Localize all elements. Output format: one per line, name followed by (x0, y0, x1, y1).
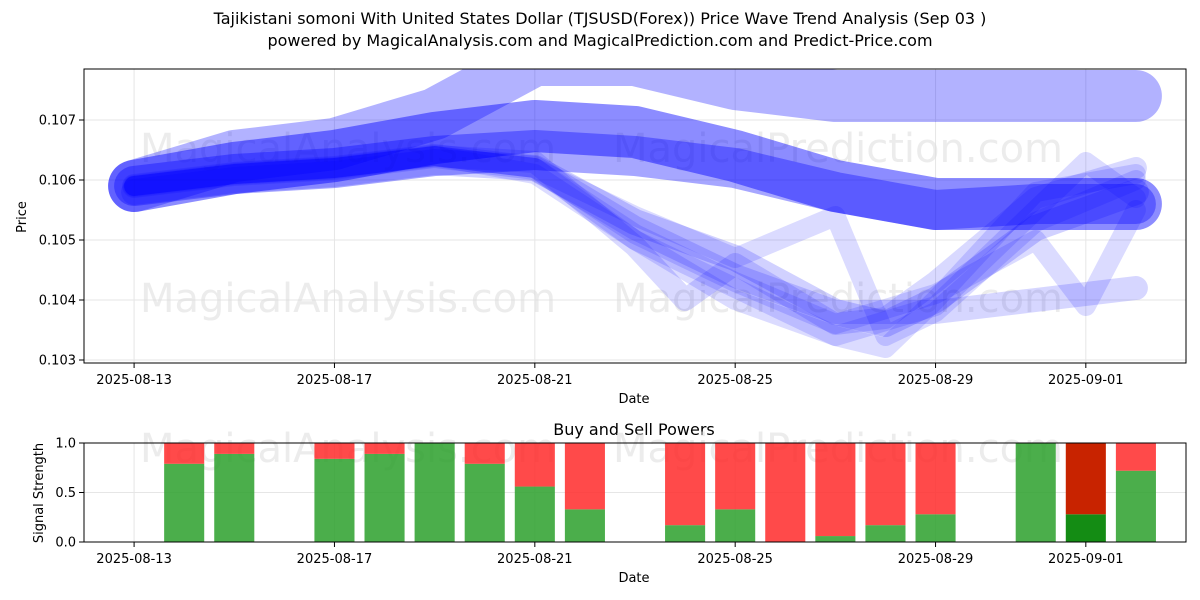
watermark-prediction: MagicalPrediction.com (613, 276, 1063, 322)
sell-power-bar (915, 443, 956, 515)
buy-power-bar (314, 458, 355, 542)
buy-power-bar (414, 443, 455, 542)
sell-power-bar (715, 443, 756, 510)
power-x-tick-label: 2025-08-13 (96, 552, 172, 567)
buy-power-bar (915, 514, 956, 542)
price-x-tick-label: 2025-08-29 (898, 373, 974, 388)
buy-power-bar (564, 509, 605, 542)
price-x-axis: 2025-08-13 2025-08-17 2025-08-21 2025-08-25… (96, 363, 1124, 388)
buy-power-bar (164, 463, 205, 542)
price-wave (114, 130, 1156, 230)
price-watermarks: MagicalAnalysis.com MagicalPrediction.co… (140, 126, 1063, 322)
watermark-analysis: MagicalAnalysis.com (140, 126, 556, 172)
sell-power-bar (1065, 443, 1106, 515)
price-y-tick-label: 0.105 (39, 234, 76, 249)
power-chart-title: Buy and Sell Powers (553, 420, 715, 439)
price-wave (108, 69, 1162, 212)
buy-power-bar (364, 453, 405, 542)
power-y-tick-label: 1.0 (55, 437, 76, 452)
price-y-tick-label: 0.106 (39, 174, 76, 189)
price-wave (123, 145, 1147, 335)
buy-power-bar (1015, 443, 1056, 542)
price-x-axis-label: Date (618, 392, 649, 407)
watermark-analysis: MagicalAnalysis.com (140, 276, 556, 322)
power-x-axis: 2025-08-13 2025-08-17 2025-08-21 2025-08-25… (96, 542, 1124, 567)
sell-power-bar (464, 443, 505, 464)
chart-title: Tajikistani somoni With United States Do… (213, 9, 987, 28)
power-y-axis-label: Signal Strength (32, 443, 47, 543)
price-grid (84, 69, 1186, 363)
sell-power-bar (865, 443, 906, 526)
buy-power-bar (665, 525, 706, 542)
sell-power-bar (214, 443, 255, 454)
price-x-tick-label: 2025-08-13 (96, 373, 172, 388)
watermark-prediction: MagicalPrediction.com (613, 126, 1063, 172)
price-wave (124, 146, 1146, 334)
power-y-axis: 0.0 0.5 1.0 (55, 437, 84, 551)
sell-power-bar (1115, 443, 1156, 471)
sell-power-bar (765, 443, 806, 542)
buy-power-bar (514, 486, 555, 542)
price-wave (124, 146, 1146, 346)
price-wave (108, 100, 1162, 230)
power-x-tick-label: 2025-09-01 (1048, 552, 1124, 567)
price-y-tick-label: 0.104 (39, 294, 76, 309)
price-wave (121, 149, 1149, 337)
sell-power-bar (665, 443, 706, 526)
power-x-axis-label: Date (618, 571, 649, 586)
price-x-tick-label: 2025-08-25 (697, 373, 773, 388)
buy-power-bar (815, 536, 856, 542)
price-y-tick-label: 0.103 (39, 354, 76, 369)
sell-power-bar (364, 443, 405, 454)
buy-power-bar (865, 525, 906, 542)
price-wave (124, 146, 1146, 346)
price-waves (108, 69, 1162, 358)
sell-power-bar (815, 443, 856, 537)
buy-power-bar (715, 509, 756, 542)
buy-power-bar (1065, 514, 1106, 542)
power-x-tick-label: 2025-08-21 (497, 552, 573, 567)
sell-power-bar (314, 443, 355, 459)
price-x-tick-label: 2025-08-21 (497, 373, 573, 388)
price-wave (124, 146, 1146, 358)
price-y-axis-label: Price (15, 201, 30, 233)
power-bars (164, 443, 1156, 542)
price-x-tick-label: 2025-09-01 (1048, 373, 1124, 388)
buy-power-bar (1115, 470, 1156, 542)
buy-power-bar (214, 453, 255, 542)
price-wave (122, 144, 1148, 324)
buy-power-bar (464, 463, 505, 542)
power-x-tick-label: 2025-08-29 (898, 552, 974, 567)
price-plot-frame (83, 68, 1187, 364)
power-y-tick-label: 0.0 (55, 536, 76, 551)
price-y-tick-label: 0.107 (39, 114, 76, 129)
price-x-tick-label: 2025-08-17 (297, 373, 373, 388)
sell-power-bar (514, 443, 555, 487)
sell-power-bar (164, 443, 205, 464)
power-x-tick-label: 2025-08-17 (297, 552, 373, 567)
sell-power-bar (564, 443, 605, 510)
price-y-axis: 0.103 0.104 0.105 0.106 0.107 (39, 114, 84, 369)
power-x-tick-label: 2025-08-25 (697, 552, 773, 567)
chart-subtitle: powered by MagicalAnalysis.com and Magic… (267, 31, 933, 50)
power-y-tick-label: 0.5 (55, 486, 76, 501)
